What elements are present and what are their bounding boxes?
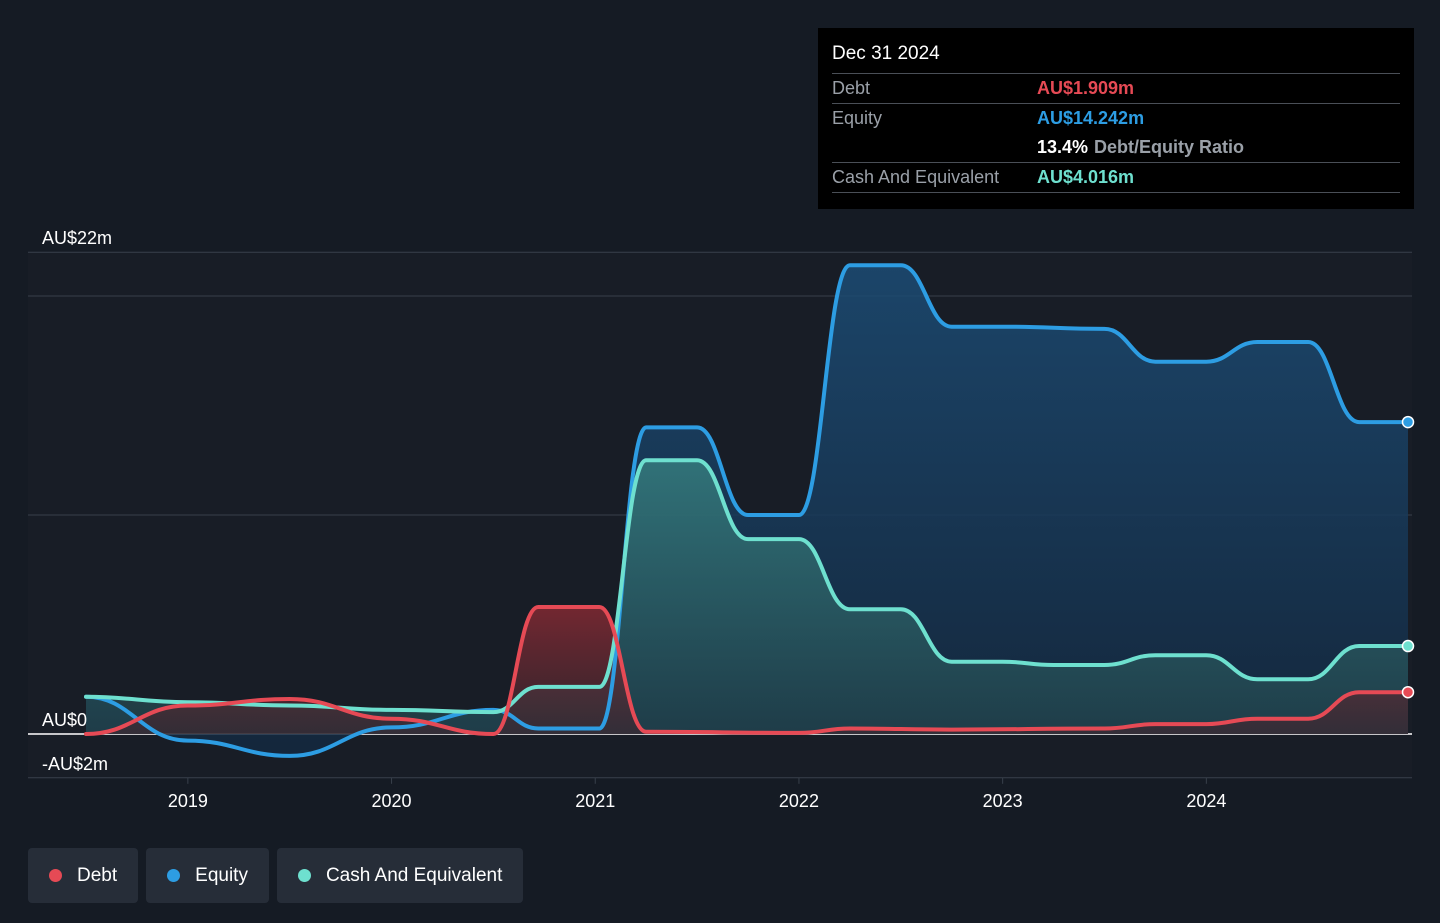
debt-line [84,604,1410,736]
data-tooltip: Dec 31 2024 Debt AU$1.909m Equity AU$14.… [818,28,1414,209]
legend-item-equity[interactable]: Equity [146,848,269,903]
debt-area [86,607,1408,734]
x-tick-label: 2024 [1186,791,1226,811]
equity-area [86,265,1408,756]
x-tick-label: 2022 [779,791,819,811]
cash-line [84,458,1410,715]
legend-equity-label: Equity [195,864,248,886]
series-end-markers [1401,415,1415,699]
tooltip-ratio-value: 13.4% [1037,137,1089,157]
y-tick-label: AU$22m [42,228,112,248]
tooltip-debt-row: Debt AU$1.909m [832,73,1400,103]
tooltip-cash-label: Cash And Equivalent [832,167,1000,187]
debt-dot-icon [49,869,62,882]
y-axis-labels: AU$22m AU$0 -AU$2m [42,228,112,774]
cash-end-marker [1401,639,1415,653]
x-tick-label: 2023 [983,791,1023,811]
x-axis-labels: 2019 2020 2021 2022 2023 2024 [168,777,1226,811]
tooltip-equity-label: Equity [832,108,883,128]
cash-dot-icon [297,869,311,882]
debt-end-marker [1401,685,1415,699]
legend-cash-label: Cash And Equivalent [325,864,503,886]
x-tick-label: 2020 [372,791,412,811]
y-tick-label: -AU$2m [42,754,108,774]
legend-item-cash[interactable]: Cash And Equivalent [276,848,524,903]
tooltip-equity-value: AU$14.242m [1037,108,1145,128]
x-tick-label: 2019 [168,791,208,811]
equity-line [84,263,1410,758]
tooltip-ratio-row: 13.4% Debt/Equity Ratio [832,133,1400,162]
x-tick-label: 2021 [575,791,615,811]
chart-legend: Debt Equity Cash And Equivalent [28,848,524,903]
y-tick-label: AU$0 [42,710,87,730]
tooltip-date: Dec 31 2024 [832,43,940,64]
legend-item-debt[interactable]: Debt [28,848,139,903]
tooltip-ratio-label: Debt/Equity Ratio [1094,137,1245,157]
legend-debt-label: Debt [77,864,118,886]
tooltip-cash-value: AU$4.016m [1037,167,1135,187]
equity-dot-icon [167,869,181,882]
tooltip-cash-row: Cash And Equivalent AU$4.016m [832,162,1400,193]
tooltip-equity-row: Equity AU$14.242m [832,103,1400,133]
series-lines [84,263,1410,758]
equity-end-marker [1401,415,1415,429]
tooltip-debt-label: Debt [832,78,871,98]
tooltip-debt-value: AU$1.909m [1037,78,1135,98]
